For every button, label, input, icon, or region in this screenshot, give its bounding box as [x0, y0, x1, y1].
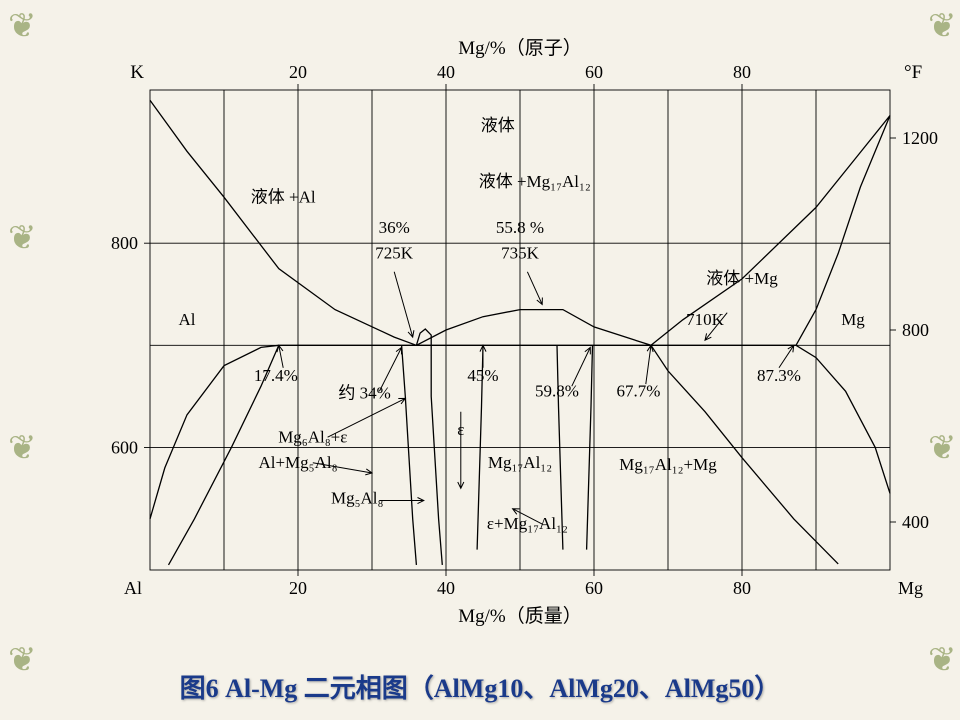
- svg-text:Mg: Mg: [898, 578, 923, 598]
- ornament-icon: ❦: [928, 6, 957, 46]
- svg-text:1200: 1200: [902, 128, 938, 148]
- svg-text:°F: °F: [904, 62, 922, 83]
- figure-caption: 图6 Al-Mg 二元相图（AlMg10、AlMg20、AlMg50）: [0, 668, 960, 705]
- svg-text:87.3%: 87.3%: [757, 366, 801, 385]
- svg-text:Mg₅Al₈: Mg₅Al₈: [331, 489, 384, 508]
- svg-text:400: 400: [902, 512, 929, 532]
- svg-text:40: 40: [437, 62, 455, 82]
- ornament-icon: ❦: [8, 640, 37, 680]
- svg-text:Al: Al: [124, 578, 142, 598]
- svg-text:80: 80: [733, 578, 751, 598]
- svg-text:800: 800: [902, 320, 929, 340]
- svg-text:约 34%: 约 34%: [338, 383, 390, 402]
- svg-text:20: 20: [289, 578, 307, 598]
- svg-text:Mg₁₇Al₁₂: Mg₁₇Al₁₂: [488, 453, 552, 472]
- svg-text:液体 +Al: 液体 +Al: [251, 187, 316, 206]
- svg-text:80: 80: [733, 62, 751, 82]
- svg-text:Mg/%（质量）: Mg/%（质量）: [458, 605, 582, 627]
- diagram-container: 20 40 60 80 Mg/%（原子） 20 40 60 80 Mg/%（质量） Al Mg 600 8…: [60, 20, 940, 645]
- svg-text:735K: 735K: [501, 244, 540, 263]
- svg-text:液体 +Mg₁₇Al₁₂: 液体 +Mg₁₇Al₁₂: [479, 172, 591, 191]
- svg-text:液体 +Mg: 液体 +Mg: [706, 269, 778, 288]
- svg-text:液体: 液体: [481, 116, 515, 135]
- svg-text:800: 800: [111, 233, 138, 253]
- ornament-icon: ❦: [8, 428, 37, 468]
- svg-text:Mg₁₇Al₁₂+Mg: Mg₁₇Al₁₂+Mg: [619, 455, 717, 474]
- ornament-icon: ❦: [8, 6, 37, 46]
- phase-diagram: 20 40 60 80 Mg/%（原子） 20 40 60 80 Mg/%（质量） Al Mg 600 8…: [60, 20, 940, 640]
- svg-text:K: K: [130, 62, 144, 83]
- ornament-icon: ❦: [928, 640, 957, 680]
- svg-text:Mg: Mg: [841, 310, 865, 329]
- svg-text:60: 60: [585, 578, 603, 598]
- svg-text:55.8 %: 55.8 %: [496, 218, 544, 237]
- svg-text:17.4%: 17.4%: [254, 366, 298, 385]
- svg-text:ε+Mg₁₇Al₁₂: ε+Mg₁₇Al₁₂: [487, 514, 568, 533]
- svg-text:Mg/%（原子）: Mg/%（原子）: [458, 37, 582, 59]
- svg-text:Al: Al: [179, 310, 196, 329]
- svg-text:600: 600: [111, 437, 138, 457]
- svg-text:710K: 710K: [686, 310, 725, 329]
- svg-text:20: 20: [289, 62, 307, 82]
- svg-text:67.7%: 67.7%: [616, 381, 660, 400]
- svg-text:725K: 725K: [375, 244, 414, 263]
- svg-text:36%: 36%: [379, 218, 410, 237]
- svg-text:40: 40: [437, 578, 455, 598]
- svg-text:60: 60: [585, 62, 603, 82]
- ornament-icon: ❦: [8, 218, 37, 258]
- svg-text:Mg₆Al₈+ε: Mg₆Al₈+ε: [278, 427, 347, 446]
- svg-text:Al+Mg₅Al₈: Al+Mg₅Al₈: [258, 453, 337, 472]
- svg-text:45%: 45%: [467, 366, 498, 385]
- ornament-icon: ❦: [928, 428, 957, 468]
